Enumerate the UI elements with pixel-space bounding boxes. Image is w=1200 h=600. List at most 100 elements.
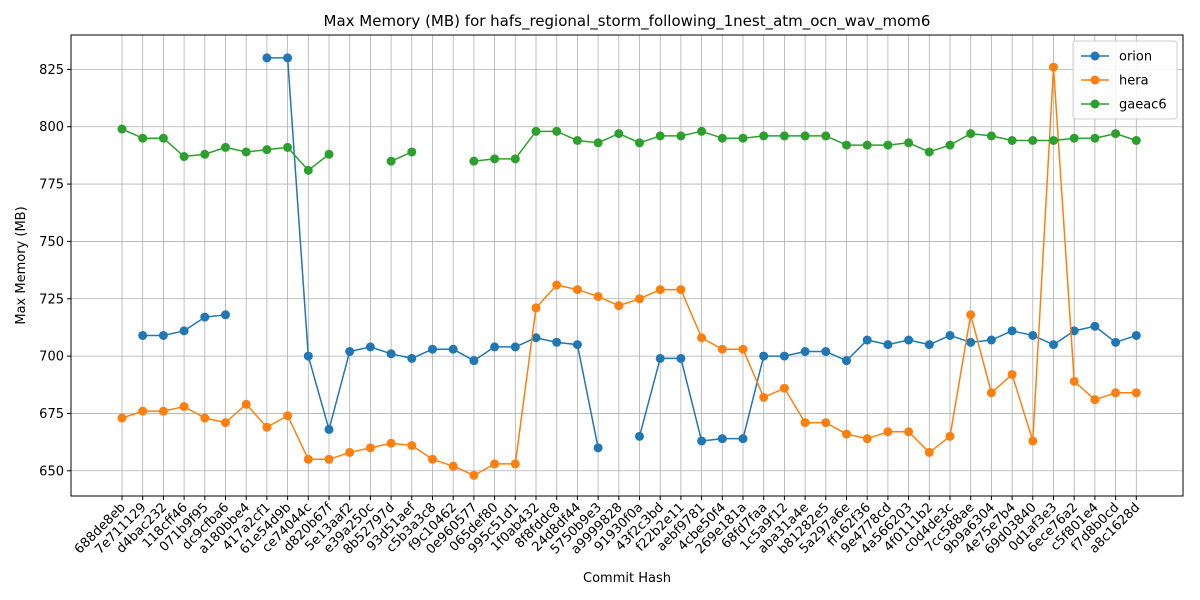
data-point [428,344,437,354]
data-point [138,330,148,340]
data-point [593,138,603,148]
data-point [800,418,810,428]
data-point [179,326,189,336]
data-point [1069,326,1079,336]
data-point [345,347,355,357]
data-point [200,413,210,423]
data-point [469,356,479,366]
data-point [842,429,851,439]
y-tick-label: 775 [39,178,64,193]
data-point [924,147,934,157]
data-point [262,422,272,432]
y-axis-title: Max Memory (MB) [14,206,29,324]
data-point [904,335,914,345]
data-point [324,149,334,159]
data-point [821,418,831,428]
data-point [945,330,955,340]
data-point [1131,388,1141,398]
data-point [1090,321,1100,331]
x-axis-ticks: 688de8eb7e711129d4bac232118cff46071b9f95… [72,496,1143,558]
data-point [1111,337,1121,347]
data-point [821,131,831,141]
series-orion [138,53,1141,453]
data-point [572,285,582,295]
data-point [469,156,479,166]
data-point [1028,330,1038,340]
y-axis-ticks: 650 675 700 725 750 775 800 825 [39,63,71,479]
data-point [1028,136,1038,146]
legend: orion hera gaeac6 [1072,40,1178,120]
data-point [966,337,976,347]
data-point [283,53,293,63]
data-point [1007,326,1017,336]
data-point [221,142,230,152]
data-point [345,447,355,457]
data-point [407,147,417,157]
data-point [552,126,562,136]
data-point [303,351,313,361]
data-point [324,424,334,434]
data-point [262,53,272,63]
data-point [986,131,996,141]
plot-area-frame [70,34,1184,497]
data-point [614,301,624,311]
data-point [221,418,230,428]
data-point [779,351,789,361]
data-point [283,142,293,152]
data-point [1131,330,1141,340]
data-point [490,342,500,352]
data-point [365,342,375,352]
y-tick-label: 725 [39,292,64,307]
data-point [407,441,417,451]
legend-label-hera: hera [1119,74,1149,89]
data-point [241,147,251,157]
data-point [635,431,644,441]
data-point [924,340,934,350]
data-point [200,149,210,159]
series-gaeac6 [117,124,1141,175]
data-point [717,133,727,143]
data-point [862,140,872,150]
data-point [717,344,727,354]
data-point [552,280,562,290]
data-point [324,454,334,464]
data-point [490,154,500,164]
data-point [759,392,769,402]
data-point [158,406,168,416]
series-line [121,66,1137,477]
y-tick-label: 800 [39,120,64,135]
data-point [117,413,127,423]
data-point [614,129,624,139]
data-point [510,154,520,164]
data-point [862,335,872,345]
data-point [1111,388,1121,398]
data-point [738,133,748,143]
data-point [800,131,810,141]
legend-marker-gaeac6 [1090,99,1100,109]
data-point [1049,62,1058,72]
data-point [842,140,851,150]
data-point [717,434,727,444]
x-axis-title: Commit Hash [583,571,671,586]
data-point [779,131,789,141]
data-point [552,337,562,347]
data-point [510,342,520,352]
data-point [158,133,168,143]
data-point [986,388,996,398]
data-point [593,443,603,453]
data-point [593,291,603,301]
legend-label-orion: orion [1119,50,1152,65]
data-point [386,438,396,448]
data-point [531,303,541,313]
data-point [1090,133,1100,143]
y-tick-label: 700 [39,350,64,365]
data-point [200,312,210,322]
data-point [262,145,272,155]
data-point [676,285,686,295]
data-point [179,402,189,412]
data-point [1007,369,1017,379]
data-point [883,427,893,437]
data-point [1090,395,1100,405]
data-point [759,351,769,361]
